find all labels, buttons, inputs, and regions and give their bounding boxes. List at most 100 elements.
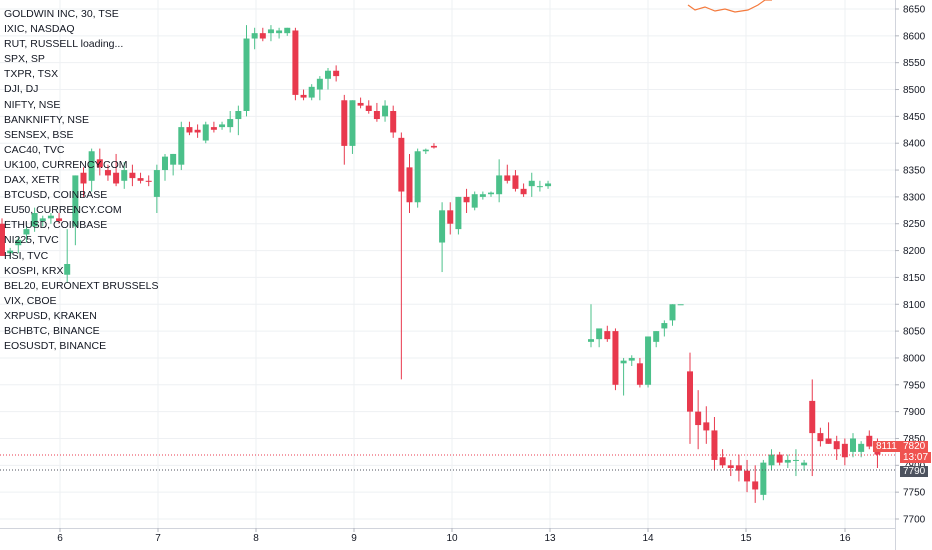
symbol-item[interactable]: UK100, CURRENCY.COM bbox=[4, 158, 128, 171]
symbol-item[interactable]: EU50, CURRENCY.COM bbox=[4, 204, 122, 217]
candle-body bbox=[636, 363, 643, 385]
candle-body bbox=[727, 465, 734, 468]
symbol-item[interactable]: BTCUSD, COINBASE bbox=[4, 189, 108, 202]
y-tick-label: 8350 bbox=[903, 166, 926, 177]
x-tick-label: 6 bbox=[57, 533, 63, 544]
symbol-item[interactable]: BANKNIFTY, NSE bbox=[4, 113, 89, 126]
candle-body bbox=[251, 33, 258, 39]
candle-body bbox=[398, 137, 405, 192]
y-tick-label: 8550 bbox=[903, 58, 926, 69]
candle-body bbox=[784, 459, 791, 463]
candle-body bbox=[341, 100, 348, 146]
candle-body bbox=[349, 100, 356, 146]
candle-body bbox=[422, 149, 429, 152]
x-tick-label: 13 bbox=[544, 533, 556, 544]
candle-body bbox=[178, 127, 185, 165]
candle-body bbox=[792, 459, 799, 461]
countdown-tag: 13:07 bbox=[900, 452, 932, 463]
y-tick-label: 8050 bbox=[903, 327, 926, 338]
symbol-item[interactable]: TXPR, TSX bbox=[4, 68, 59, 81]
candle-body bbox=[39, 218, 46, 222]
candle-body bbox=[153, 170, 160, 197]
candle-body bbox=[300, 94, 307, 98]
candle-body bbox=[447, 210, 454, 224]
candle-body bbox=[292, 30, 299, 95]
candle-body bbox=[604, 331, 611, 340]
candle-body bbox=[703, 422, 710, 431]
candle-body bbox=[620, 360, 627, 364]
candle-body bbox=[695, 411, 702, 426]
symbol-item[interactable]: SPX, SP bbox=[4, 53, 45, 66]
compare-line bbox=[687, 0, 772, 13]
y-tick-label: 7950 bbox=[903, 380, 926, 391]
candle-body bbox=[31, 213, 38, 227]
candle-body bbox=[504, 175, 511, 181]
candle-body bbox=[137, 178, 144, 181]
candle-body bbox=[536, 186, 543, 188]
symbol-item[interactable]: NIFTY, NSE bbox=[4, 98, 61, 111]
candle-body bbox=[316, 78, 323, 90]
candle-body bbox=[365, 105, 372, 111]
candle-body bbox=[113, 172, 120, 184]
candle-body bbox=[235, 111, 242, 120]
symbol-item[interactable]: IXIC, NASDAQ bbox=[4, 23, 75, 36]
symbol-item[interactable]: NI225, TVC bbox=[4, 234, 59, 247]
candle-body bbox=[455, 196, 462, 230]
candle-body bbox=[357, 102, 364, 106]
candle-body bbox=[628, 357, 635, 361]
symbol-item[interactable]: BCHBTC, BINANCE bbox=[4, 324, 100, 337]
x-tick-label: 15 bbox=[740, 533, 752, 544]
candle-body bbox=[841, 443, 848, 458]
y-tick-label: 8500 bbox=[903, 85, 926, 96]
symbol-item[interactable]: EOSUSDT, BINANCE bbox=[4, 340, 107, 353]
candle-body bbox=[284, 27, 291, 34]
symbol-item[interactable]: DAX, XETR bbox=[4, 174, 60, 187]
candle-body bbox=[210, 127, 217, 130]
x-tick-label: 9 bbox=[351, 533, 357, 544]
candle-body bbox=[333, 70, 340, 77]
y-tick-label: 7900 bbox=[903, 407, 926, 418]
symbol-item[interactable]: VIX, CBOE bbox=[4, 294, 57, 307]
chart-title: GOLDWIN INC, 30, TSE bbox=[4, 8, 119, 20]
candle-body bbox=[64, 264, 71, 275]
candle-body bbox=[227, 119, 234, 128]
y-tick-label: 7700 bbox=[903, 515, 926, 526]
y-tick-label: 8650 bbox=[903, 5, 926, 16]
candle-body bbox=[219, 124, 226, 128]
candle-body bbox=[162, 156, 168, 171]
candle-body bbox=[104, 170, 111, 176]
candle-body bbox=[129, 172, 136, 179]
candle-body bbox=[373, 111, 380, 120]
candle-body bbox=[88, 151, 95, 181]
candle-body bbox=[96, 159, 103, 168]
y-tick-label: 8300 bbox=[903, 192, 926, 203]
candle-body bbox=[194, 129, 201, 133]
candle-body bbox=[186, 127, 193, 133]
symbol-item[interactable]: KOSPI, KRX bbox=[4, 264, 64, 277]
symbol-item[interactable]: CAC40, TVC bbox=[4, 143, 65, 156]
candle-body bbox=[520, 188, 527, 195]
y-tick-label: 8000 bbox=[903, 353, 926, 364]
symbol-item[interactable]: DJI, DJ bbox=[4, 83, 39, 96]
y-tick-label: 8150 bbox=[903, 273, 926, 284]
symbol-item[interactable]: ETHUSD, COINBASE bbox=[4, 219, 108, 232]
symbol-item[interactable]: SENSEX, BSE bbox=[4, 128, 74, 141]
symbol-list: GOLDWIN INC, 30, TSE IXIC, NASDAQ RUT, RU… bbox=[4, 7, 158, 354]
candle-body bbox=[711, 430, 718, 460]
symbol-item[interactable]: BEL20, EURONEXT BRUSSELS bbox=[4, 279, 159, 292]
symbol-item[interactable]: HSI, TVC bbox=[4, 249, 49, 262]
candle-body bbox=[744, 470, 751, 482]
candle-body bbox=[850, 438, 856, 452]
x-tick-label: 16 bbox=[839, 533, 851, 544]
candle-body bbox=[588, 339, 594, 342]
candle-body bbox=[669, 304, 676, 321]
x-tick-label: 14 bbox=[642, 533, 654, 544]
candle-body bbox=[80, 172, 87, 184]
candle-body bbox=[430, 145, 437, 148]
symbol-item[interactable]: RUT, RUSSELL loading... bbox=[4, 38, 124, 51]
candle-body bbox=[858, 443, 865, 452]
candle-body bbox=[809, 400, 816, 434]
symbol-item[interactable]: XRPUSD, KRAKEN bbox=[4, 309, 97, 322]
